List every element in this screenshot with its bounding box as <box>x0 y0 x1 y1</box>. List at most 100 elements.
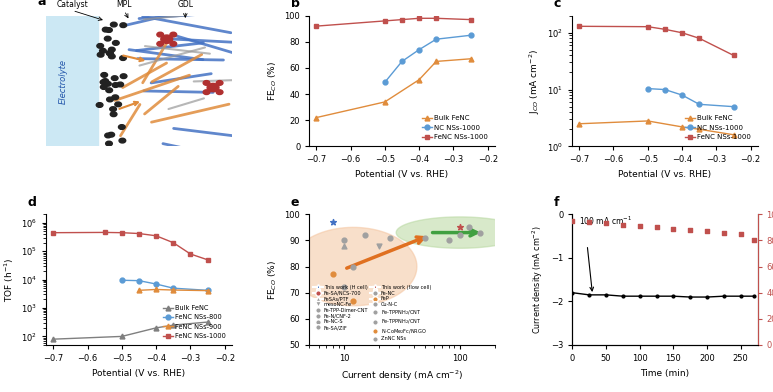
Text: a: a <box>37 0 46 8</box>
Point <box>617 221 629 228</box>
Point <box>373 243 385 249</box>
Circle shape <box>106 141 112 146</box>
Point <box>454 224 466 230</box>
Point <box>583 219 595 225</box>
Bulk FeNC <box>643 119 652 123</box>
Polygon shape <box>290 227 417 306</box>
Point <box>347 263 359 270</box>
Circle shape <box>104 82 111 86</box>
Point <box>734 231 747 237</box>
FeNC NSs-1000 <box>574 24 584 29</box>
FeNC NSs-1000 <box>152 233 161 238</box>
Circle shape <box>216 81 223 85</box>
NC NSs-1000 <box>380 80 390 85</box>
Circle shape <box>121 74 127 78</box>
Point <box>748 237 761 243</box>
Line: FeNC NSs-800: FeNC NSs-800 <box>119 278 210 293</box>
Point <box>384 235 397 241</box>
X-axis label: Potential (V vs. RHE): Potential (V vs. RHE) <box>618 170 711 179</box>
Text: f: f <box>553 196 560 209</box>
Point <box>717 229 730 236</box>
Bulk FeNC <box>203 320 213 325</box>
Circle shape <box>170 32 177 37</box>
Circle shape <box>100 49 106 53</box>
Line: NC NSs-1000: NC NSs-1000 <box>645 86 736 109</box>
NC NSs-1000 <box>695 102 704 107</box>
NC NSs-1000 <box>397 59 407 64</box>
Bulk FeNC <box>677 125 686 129</box>
Point <box>327 219 339 225</box>
NC NSs-1000 <box>660 87 669 92</box>
Line: FeNC NSs-1000: FeNC NSs-1000 <box>577 24 736 58</box>
Point <box>684 227 696 233</box>
Circle shape <box>120 23 127 27</box>
FeNC NSs-1000 <box>49 230 58 235</box>
Bulk FeNC <box>169 323 178 327</box>
FeNC NSs-800 <box>203 288 213 293</box>
NC NSs-1000 <box>643 86 652 91</box>
Point <box>600 220 612 227</box>
Point <box>419 235 431 241</box>
Circle shape <box>106 51 113 55</box>
Bulk FeNC <box>152 325 161 330</box>
Point <box>327 271 339 278</box>
Point <box>650 224 662 230</box>
Circle shape <box>105 133 111 138</box>
Legend: Bulk FeNC, NC NSs-1000, FeNC NSs-1000: Bulk FeNC, NC NSs-1000, FeNC NSs-1000 <box>419 113 491 143</box>
Circle shape <box>157 42 164 46</box>
Circle shape <box>107 51 114 56</box>
Legend: Bulk FeNC, NC NSs-1000, FeNC NSs-1000: Bulk FeNC, NC NSs-1000, FeNC NSs-1000 <box>682 113 754 143</box>
Line: FeNC NSs-900: FeNC NSs-900 <box>137 287 210 293</box>
FeNC NSs-1000 <box>660 27 669 32</box>
Circle shape <box>108 132 114 137</box>
Circle shape <box>112 95 118 100</box>
Bulk FeNC <box>574 122 584 126</box>
Circle shape <box>115 102 121 107</box>
FeNC NSs-1000 <box>643 24 652 29</box>
NC NSs-1000 <box>729 104 738 109</box>
Circle shape <box>108 47 115 52</box>
FeNC NSs-1000 <box>677 31 686 35</box>
FeNC NSs-1000 <box>380 18 390 23</box>
Text: e: e <box>291 196 299 209</box>
FeNC NSs-800 <box>117 278 127 283</box>
FeNC NSs-1000 <box>695 36 704 41</box>
FeNC NSs-1000 <box>100 230 109 235</box>
Point <box>454 232 466 238</box>
Text: b: b <box>291 0 300 11</box>
Point <box>634 223 646 229</box>
Point <box>474 229 486 236</box>
Text: 100 mA cm$^{-1}$: 100 mA cm$^{-1}$ <box>579 215 632 227</box>
Text: Catalyst: Catalyst <box>56 0 88 9</box>
Circle shape <box>203 90 209 94</box>
Circle shape <box>111 22 117 27</box>
Y-axis label: FE$_{CO}$ (%): FE$_{CO}$ (%) <box>267 260 279 300</box>
Circle shape <box>100 80 107 85</box>
FeNC NSs-1000 <box>169 240 178 245</box>
X-axis label: Potential (V vs. RHE): Potential (V vs. RHE) <box>356 170 448 179</box>
Line: FeNC NSs-1000: FeNC NSs-1000 <box>51 230 210 262</box>
FeNC NSs-1000 <box>431 16 441 21</box>
Circle shape <box>112 83 119 87</box>
Y-axis label: FE$_{CO}$ (%): FE$_{CO}$ (%) <box>267 61 279 101</box>
Circle shape <box>216 90 223 94</box>
FeNC NSs-1000 <box>203 258 213 262</box>
Circle shape <box>117 82 124 87</box>
FeNC NSs-800 <box>152 282 161 287</box>
Circle shape <box>110 107 117 111</box>
Circle shape <box>102 27 109 32</box>
FeNC NSs-900 <box>135 288 144 293</box>
Circle shape <box>106 88 113 93</box>
Line: NC NSs-1000: NC NSs-1000 <box>383 33 473 85</box>
Circle shape <box>97 53 104 57</box>
Circle shape <box>97 103 103 107</box>
Point <box>442 237 455 243</box>
Text: c: c <box>553 0 561 11</box>
Circle shape <box>113 40 119 45</box>
Bulk FeNC <box>117 334 127 339</box>
Bulk FeNC <box>49 337 58 341</box>
X-axis label: Potential (V vs. RHE): Potential (V vs. RHE) <box>93 368 186 377</box>
FeNC NSs-900 <box>169 288 178 292</box>
Line: Bulk FeNC: Bulk FeNC <box>577 118 736 137</box>
Legend: This work (H cell), Fe-SA/NCS-700, FeSAs/PTF, mesoNC-Fe, Fe-TPP-Dimer-CNT, Fe-N/: This work (H cell), Fe-SA/NCS-700, FeSAs… <box>312 284 432 343</box>
